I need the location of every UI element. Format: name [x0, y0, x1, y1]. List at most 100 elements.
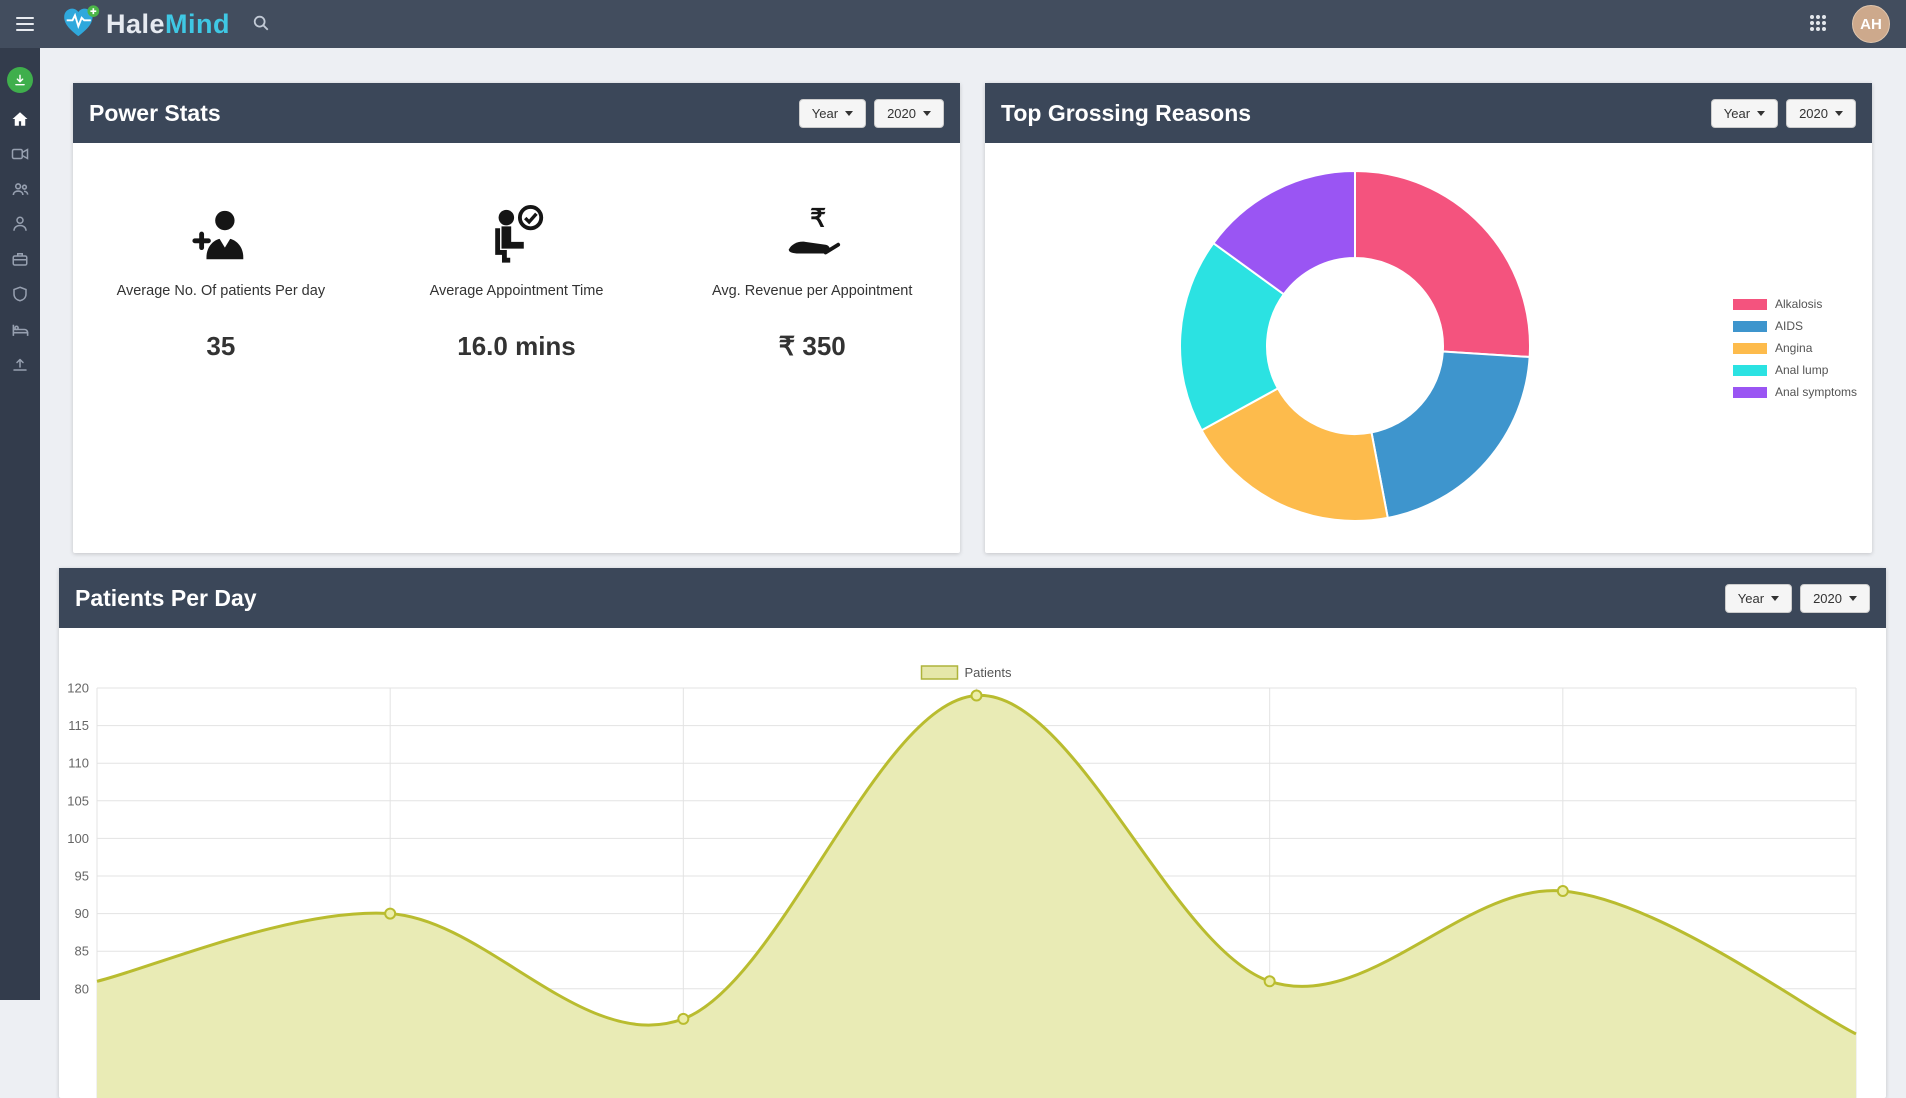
donut-legend-item[interactable]: Anal symptoms — [1733, 381, 1857, 403]
area-fill — [97, 695, 1856, 1098]
donut-slice-1[interactable] — [1370, 350, 1531, 520]
donut-legend-item[interactable]: Anal lump — [1733, 359, 1857, 381]
sidebar-item-video[interactable] — [0, 138, 40, 173]
top-grossing-body: Alkalosis AIDS Angina Anal lump Anal symptom… — [985, 143, 1872, 553]
svg-text:₹: ₹ — [810, 205, 826, 232]
data-point[interactable] — [384, 907, 397, 920]
donut-slice-3[interactable] — [1179, 241, 1286, 432]
legend-color-swatch — [1733, 364, 1767, 376]
sidebar-item-bed[interactable] — [0, 313, 40, 348]
main-content: Power Stats Year 2020 — [40, 48, 1906, 1098]
halemind-logo-icon — [60, 3, 100, 46]
patients-per-day-card: Patients Per Day Year 2020 120 115 110 105 1… — [59, 568, 1886, 1098]
brand-logo[interactable]: HaleMind — [60, 3, 230, 46]
donut-chart[interactable] — [985, 143, 1872, 553]
stat-avg-patients: Average No. Of patients Per day 35 — [73, 195, 369, 362]
patients-group-icon — [11, 180, 30, 202]
legend-label: Anal symptoms — [1775, 385, 1858, 399]
y-axis-tick-label: 110 — [68, 756, 89, 771]
donut-legend-item[interactable]: Alkalosis — [1733, 293, 1857, 315]
power-stats-year-dropdown[interactable]: 2020 — [874, 98, 944, 128]
brand-name: HaleMind — [106, 8, 231, 39]
left-sidebar — [0, 48, 40, 1000]
power-stats-body: Average No. Of patients Per day 35 Aver — [73, 143, 960, 362]
upload-icon — [11, 355, 29, 376]
stat-value: 35 — [206, 331, 236, 361]
y-axis-tick-label: 115 — [68, 718, 89, 733]
top-grossing-header: Top Grossing Reasons Year 2020 — [985, 83, 1872, 143]
sidebar-item-home[interactable] — [0, 103, 40, 138]
data-point[interactable] — [1263, 975, 1276, 988]
power-stats-card: Power Stats Year 2020 — [73, 83, 960, 553]
patient-plus-icon — [73, 195, 369, 267]
top-grossing-card: Top Grossing Reasons Year 2020 Alkalosis… — [985, 83, 1872, 553]
chevron-down-icon — [1835, 110, 1843, 116]
legend-label: AIDS — [1775, 319, 1804, 333]
chevron-down-icon — [1771, 595, 1780, 601]
legend-label: Anal lump — [1775, 363, 1829, 377]
rupee-hand-icon: ₹ — [664, 195, 960, 267]
chevron-down-icon — [1757, 110, 1766, 116]
top-grossing-period-dropdown[interactable]: Year — [1710, 98, 1779, 128]
data-point[interactable] — [970, 689, 983, 702]
person-icon — [11, 215, 29, 236]
legend-color-swatch — [1733, 386, 1767, 398]
patients-year-dropdown[interactable]: 2020 — [1800, 583, 1870, 613]
top-grossing-year-dropdown[interactable]: 2020 — [1786, 98, 1856, 128]
donut-slice-2[interactable] — [1200, 387, 1389, 522]
stat-value: 16.0 mins — [457, 331, 576, 361]
stat-label: Average Appointment Time — [429, 283, 604, 299]
y-axis-tick-label: 100 — [67, 831, 89, 846]
top-grossing-title: Top Grossing Reasons — [1001, 99, 1252, 126]
sidebar-item-briefcase[interactable] — [0, 243, 40, 278]
apps-grid-icon[interactable] — [1808, 13, 1828, 36]
donut-slice-0[interactable] — [1354, 169, 1531, 359]
briefcase-icon — [11, 250, 29, 271]
y-axis-tick-label: 90 — [75, 906, 89, 921]
stat-avg-appointment-time: Average Appointment Time 16.0 mins — [369, 195, 665, 362]
stat-label: Average No. Of patients Per day — [116, 283, 326, 299]
shield-icon — [11, 285, 29, 306]
user-avatar[interactable]: AH — [1852, 5, 1890, 43]
menu-toggle-button[interactable] — [16, 13, 46, 35]
data-point[interactable] — [1556, 885, 1569, 898]
sidebar-item-upload[interactable] — [0, 348, 40, 383]
sidebar-item-shield[interactable] — [0, 278, 40, 313]
legend-color-swatch[interactable] — [920, 665, 959, 680]
donut-slice-4[interactable] — [1212, 169, 1356, 296]
patients-per-day-title: Patients Per Day — [75, 584, 257, 611]
donut-legend-item[interactable]: Angina — [1733, 337, 1857, 359]
patients-per-day-body: 120 115 110 105 100 95 90 85 80 Patients — [59, 628, 1886, 1098]
y-axis-tick-label: 85 — [75, 944, 89, 959]
sidebar-item-patients[interactable] — [0, 173, 40, 208]
power-stats-header: Power Stats Year 2020 — [73, 83, 960, 143]
stat-avg-revenue: ₹ Avg. Revenue per Appointment ₹ 350 — [664, 195, 960, 362]
chevron-down-icon — [845, 110, 854, 116]
y-axis-tick-label: 80 — [75, 981, 89, 996]
donut-legend-item[interactable]: AIDS — [1733, 315, 1857, 337]
patients-chart[interactable]: 120 115 110 105 100 95 90 85 80 Patients — [59, 628, 1886, 1098]
legend-color-swatch — [1733, 298, 1767, 310]
y-axis-tick-label: 95 — [75, 869, 89, 884]
sidebar-download-button[interactable] — [0, 62, 40, 97]
patients-period-dropdown[interactable]: Year — [1724, 583, 1793, 613]
bed-icon — [11, 320, 30, 342]
power-stats-period-dropdown[interactable]: Year — [798, 98, 867, 128]
chevron-down-icon — [923, 110, 931, 116]
stat-label: Avg. Revenue per Appointment — [711, 283, 913, 299]
data-point[interactable] — [677, 1012, 690, 1025]
seated-patient-clock-icon — [369, 195, 665, 267]
patients-per-day-header: Patients Per Day Year 2020 — [59, 568, 1886, 628]
sidebar-item-doctor[interactable] — [0, 208, 40, 243]
chevron-down-icon — [1849, 595, 1857, 601]
stat-value: ₹ 350 — [778, 331, 846, 361]
video-icon — [11, 145, 29, 166]
legend-label[interactable]: Patients — [965, 665, 1012, 680]
download-icon — [7, 66, 33, 93]
legend-label: Alkalosis — [1775, 297, 1823, 311]
power-stats-title: Power Stats — [89, 99, 221, 126]
top-navbar: HaleMind AH — [0, 0, 1906, 48]
search-icon[interactable] — [252, 14, 270, 35]
legend-color-swatch — [1733, 320, 1767, 332]
donut-legend: Alkalosis AIDS Angina Anal lump Anal symptom… — [1733, 293, 1857, 403]
